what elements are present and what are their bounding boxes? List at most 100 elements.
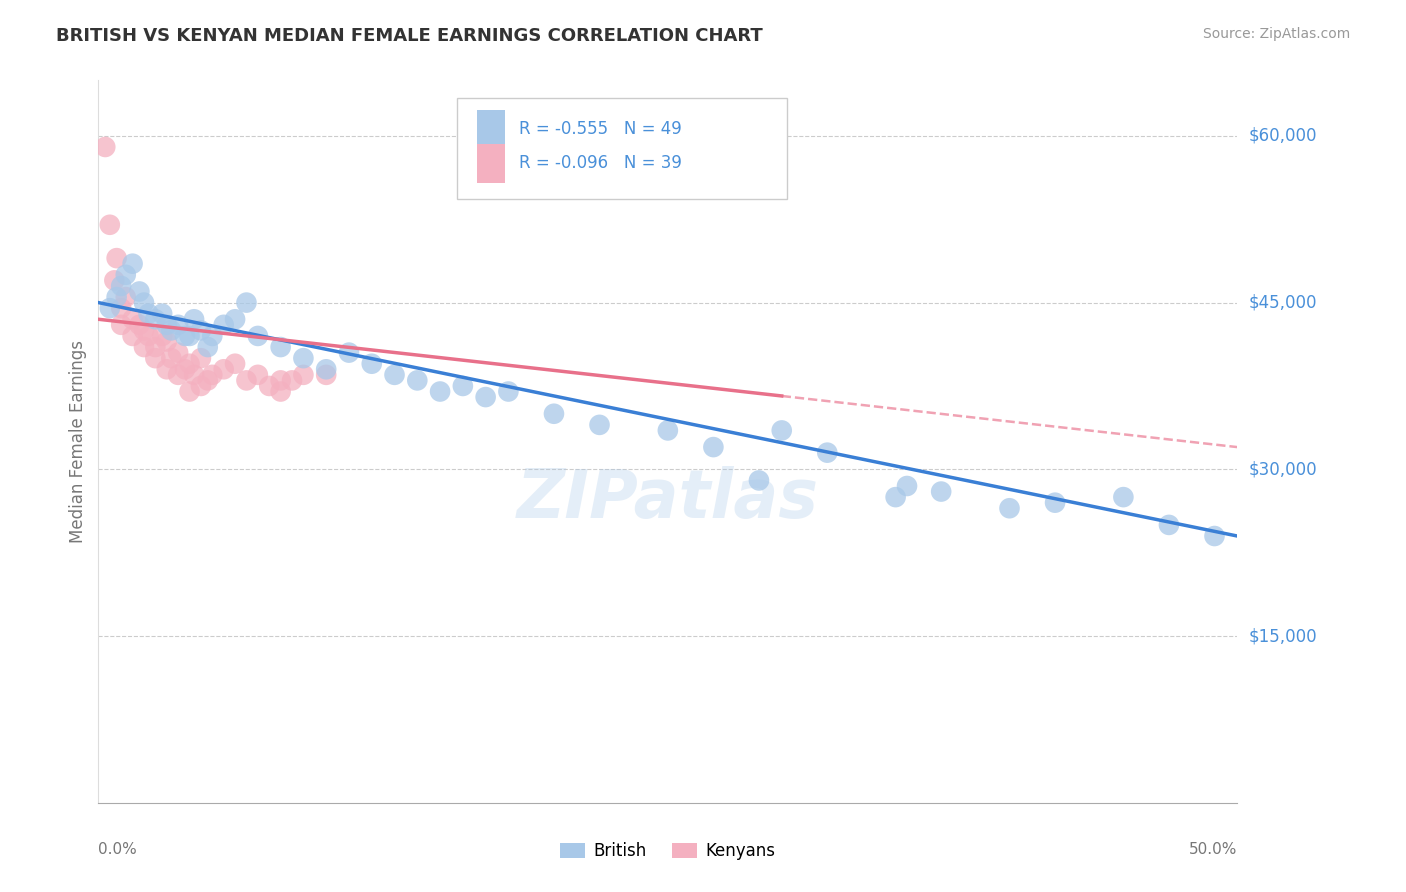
Point [98, 301, 121, 315]
Point [128, 285, 150, 299]
Point [1043, 496, 1066, 510]
Point [121, 329, 143, 343]
Point [292, 368, 315, 382]
Point [702, 440, 724, 454]
Point [270, 373, 292, 387]
Point [167, 368, 190, 382]
Point [1204, 529, 1226, 543]
Point [114, 268, 136, 282]
Point [201, 368, 224, 382]
Point [110, 301, 132, 315]
Point [235, 295, 257, 310]
Point [224, 312, 246, 326]
Point [156, 362, 179, 376]
Point [150, 329, 173, 343]
Point [292, 351, 315, 366]
Text: $15,000: $15,000 [1249, 627, 1317, 645]
Point [179, 329, 201, 343]
Point [121, 257, 143, 271]
Point [114, 290, 136, 304]
Point [110, 279, 132, 293]
Point [212, 318, 235, 332]
Point [103, 273, 125, 287]
Point [190, 323, 212, 337]
Point [929, 484, 952, 499]
Point [884, 490, 907, 504]
Point [94, 140, 117, 154]
Point [337, 345, 360, 359]
Point [150, 307, 173, 321]
Text: 0.0%: 0.0% [98, 842, 138, 856]
Point [110, 318, 132, 332]
Point [98, 218, 121, 232]
Point [174, 362, 197, 376]
Point [167, 318, 190, 332]
Text: 50.0%: 50.0% [1189, 842, 1237, 856]
Point [748, 474, 770, 488]
Point [128, 318, 150, 332]
Point [138, 329, 160, 343]
Point [197, 340, 219, 354]
Text: $30,000: $30,000 [1249, 460, 1317, 478]
Text: ZIPatlas: ZIPatlas [517, 467, 818, 533]
Point [132, 323, 155, 337]
Point [815, 445, 838, 459]
Point [132, 340, 155, 354]
Text: $60,000: $60,000 [1249, 127, 1317, 145]
Point [190, 351, 212, 366]
Point [543, 407, 565, 421]
Point [896, 479, 918, 493]
Legend: British, Kenyans: British, Kenyans [554, 836, 782, 867]
Point [224, 357, 246, 371]
Point [451, 379, 474, 393]
Point [429, 384, 451, 399]
Point [145, 351, 167, 366]
Text: R = -0.096   N = 39: R = -0.096 N = 39 [519, 154, 682, 172]
Point [179, 357, 201, 371]
Point [132, 295, 155, 310]
Point [138, 307, 160, 321]
Point [145, 340, 167, 354]
Text: $45,000: $45,000 [1249, 293, 1317, 311]
Point [1157, 517, 1180, 532]
Point [315, 368, 337, 382]
Point [201, 329, 224, 343]
Point [121, 312, 143, 326]
Point [1112, 490, 1135, 504]
Point [183, 312, 205, 326]
Text: BRITISH VS KENYAN MEDIAN FEMALE EARNINGS CORRELATION CHART: BRITISH VS KENYAN MEDIAN FEMALE EARNINGS… [56, 27, 763, 45]
Point [259, 379, 281, 393]
Point [174, 329, 197, 343]
Point [235, 373, 257, 387]
Point [246, 368, 269, 382]
Point [179, 384, 201, 399]
Point [190, 379, 212, 393]
Point [474, 390, 496, 404]
Point [657, 424, 679, 438]
Point [770, 424, 793, 438]
Text: R = -0.555   N = 49: R = -0.555 N = 49 [519, 120, 682, 138]
Point [246, 329, 269, 343]
Point [270, 340, 292, 354]
Point [281, 373, 304, 387]
Point [498, 384, 520, 399]
Point [588, 417, 610, 432]
Point [212, 362, 235, 376]
Point [197, 373, 219, 387]
Point [998, 501, 1021, 516]
FancyBboxPatch shape [477, 110, 505, 149]
Text: Source: ZipAtlas.com: Source: ZipAtlas.com [1202, 27, 1350, 41]
Point [183, 368, 205, 382]
Point [270, 384, 292, 399]
Point [167, 345, 190, 359]
Point [360, 357, 382, 371]
FancyBboxPatch shape [477, 144, 505, 183]
Y-axis label: Median Female Earnings: Median Female Earnings [69, 340, 87, 543]
Point [384, 368, 406, 382]
Point [160, 351, 183, 366]
Point [156, 318, 179, 332]
Point [145, 312, 167, 326]
Point [105, 290, 128, 304]
Point [105, 251, 128, 265]
Point [156, 334, 179, 349]
